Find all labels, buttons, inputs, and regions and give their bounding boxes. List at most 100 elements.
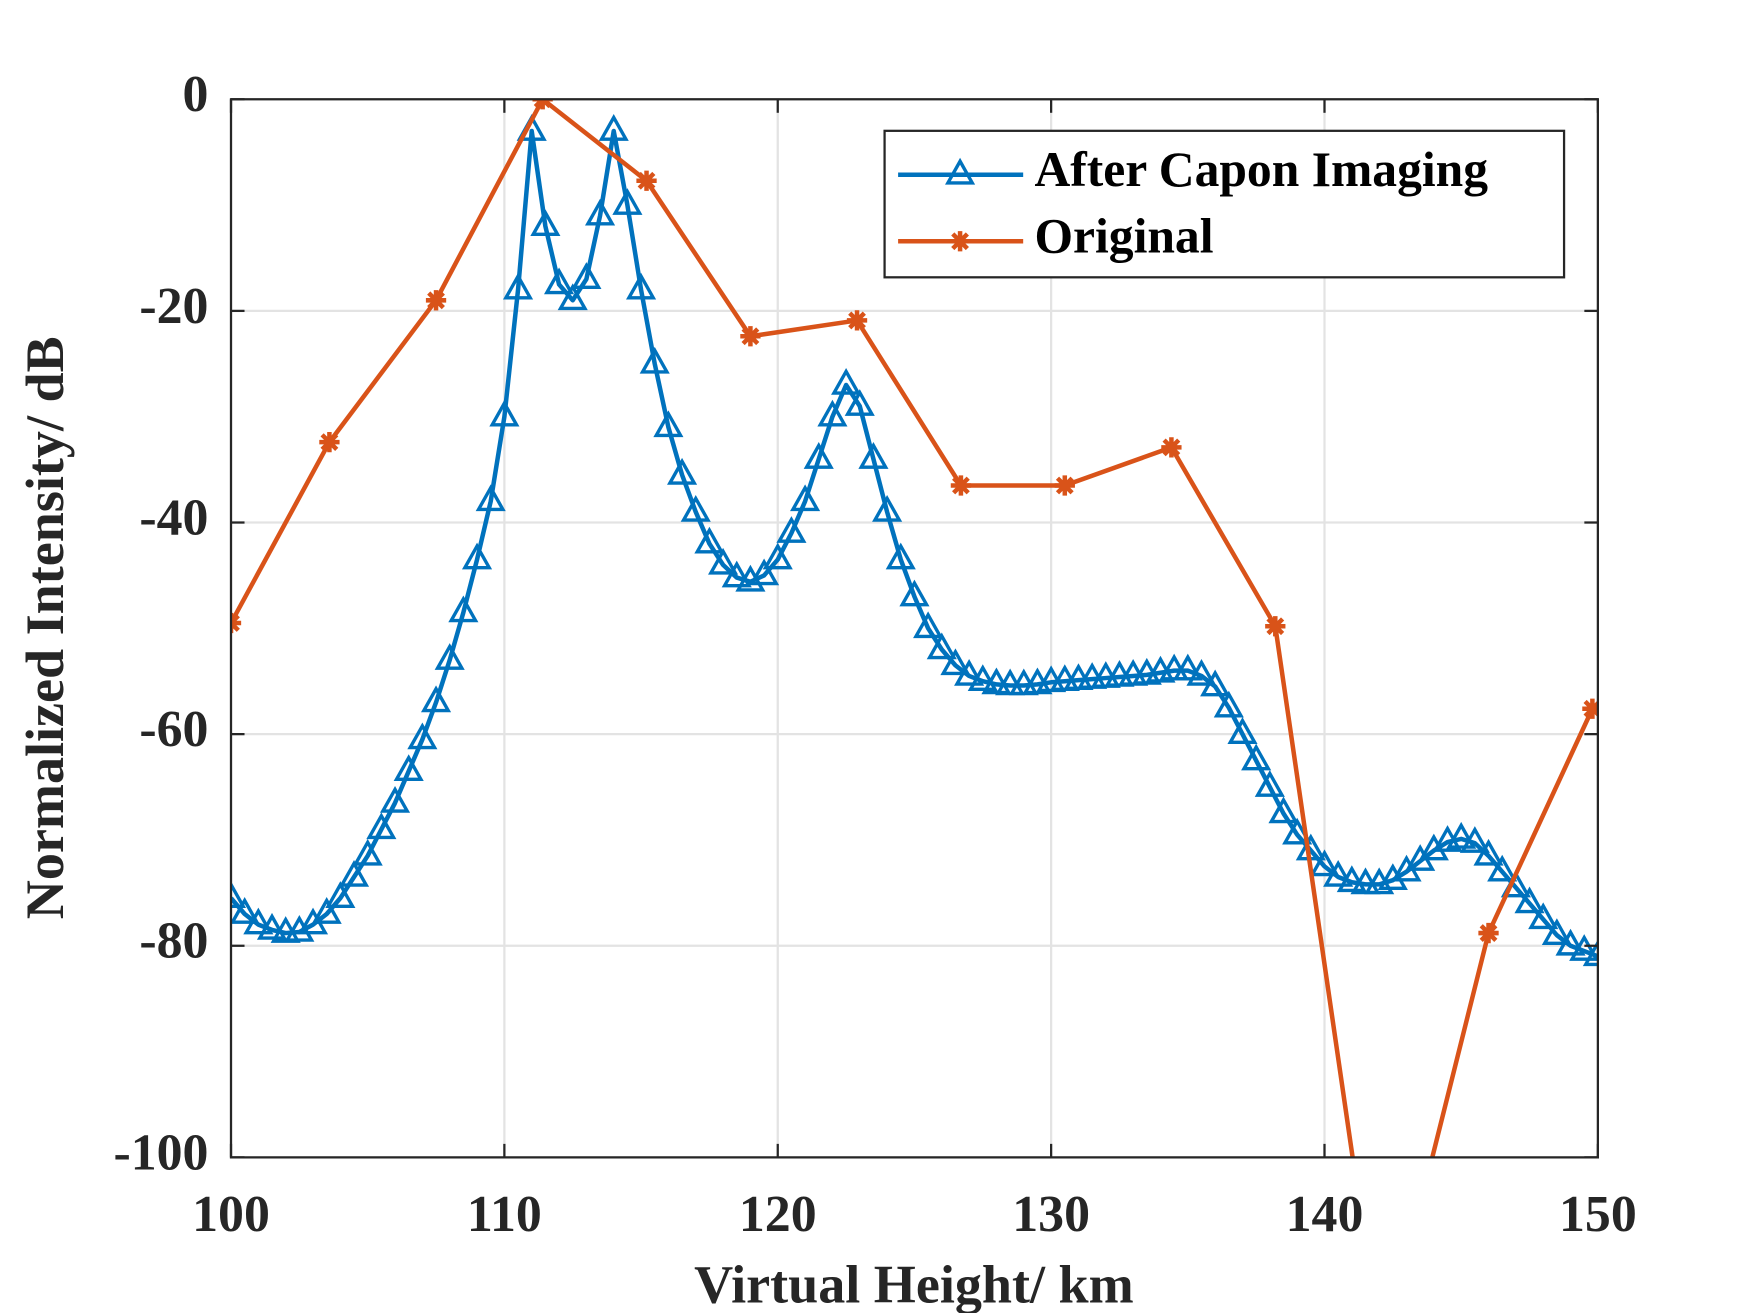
triangle-marker bbox=[1487, 854, 1518, 882]
triangle-marker bbox=[1268, 796, 1299, 824]
triangle-marker bbox=[721, 560, 752, 588]
triangle-marker bbox=[1514, 886, 1545, 914]
triangle-marker bbox=[1528, 902, 1559, 930]
x-tick-label: 110 bbox=[467, 1186, 542, 1243]
x-axis-label: Virtual Height/ km bbox=[694, 1255, 1134, 1313]
asterisk-marker bbox=[425, 290, 447, 311]
triangle-marker bbox=[1323, 860, 1354, 887]
legend-box bbox=[883, 129, 1566, 279]
x-tick-label: 150 bbox=[1559, 1186, 1637, 1243]
triangle-marker bbox=[571, 262, 602, 289]
triangle-marker bbox=[667, 457, 698, 485]
triangle-marker bbox=[231, 897, 260, 924]
triangle-marker bbox=[1473, 838, 1504, 866]
triangle-marker bbox=[1446, 821, 1477, 849]
triangle-marker bbox=[1541, 918, 1572, 945]
legend-label: Original bbox=[1034, 209, 1213, 264]
triangle-marker bbox=[653, 410, 684, 438]
triangle-marker bbox=[954, 658, 985, 686]
triangle-marker bbox=[584, 198, 616, 226]
triangle-marker bbox=[338, 860, 370, 887]
triangle-marker bbox=[543, 267, 575, 295]
triangle-marker bbox=[1459, 826, 1490, 853]
asterisk-marker bbox=[950, 475, 972, 496]
triangle-marker bbox=[776, 516, 807, 543]
asterisk-marker bbox=[1161, 437, 1182, 458]
triangle-marker bbox=[858, 442, 889, 469]
triangle-marker bbox=[420, 685, 452, 713]
triangle-marker bbox=[639, 346, 670, 374]
triangle-marker bbox=[899, 579, 930, 607]
triangle-marker bbox=[434, 643, 465, 670]
triangle-marker bbox=[1569, 934, 1598, 961]
triangle-marker bbox=[945, 157, 976, 185]
asterisk-marker bbox=[319, 431, 340, 453]
y-tick-label: -40 bbox=[139, 489, 208, 546]
triangle-marker bbox=[475, 484, 506, 512]
triangle-marker bbox=[1172, 653, 1203, 681]
y-tick-label: -60 bbox=[139, 701, 208, 758]
triangle-marker bbox=[1241, 743, 1272, 771]
triangle-marker bbox=[885, 542, 916, 570]
triangle-marker bbox=[844, 389, 875, 416]
triangle-marker bbox=[352, 838, 383, 866]
triangle-marker bbox=[461, 542, 493, 570]
y-axis-label: Normalized Intensity/ dB bbox=[15, 336, 75, 919]
triangle-marker bbox=[790, 484, 821, 512]
triangle-marker bbox=[231, 881, 247, 908]
series-line bbox=[231, 99, 1595, 1158]
legend: After Capon Imaging Original bbox=[883, 129, 1566, 279]
triangle-marker bbox=[831, 367, 862, 395]
triangle-marker bbox=[967, 664, 998, 692]
triangle-marker bbox=[502, 272, 534, 300]
triangle-marker bbox=[872, 494, 903, 522]
x-tick-label: 120 bbox=[739, 1186, 817, 1243]
triangle-marker bbox=[803, 442, 834, 469]
triangle-marker bbox=[1254, 770, 1285, 797]
triangle-marker bbox=[325, 881, 356, 908]
y-tick-label: -80 bbox=[139, 913, 208, 970]
asterisk-marker bbox=[1478, 922, 1499, 944]
triangle-marker bbox=[489, 399, 520, 427]
triangle-marker bbox=[1418, 833, 1449, 861]
y-tick-label: -20 bbox=[139, 278, 208, 335]
triangle-marker bbox=[557, 283, 588, 311]
triangle-marker bbox=[598, 114, 629, 141]
triangle-marker bbox=[981, 667, 1012, 695]
asterisk-marker bbox=[1265, 616, 1286, 637]
triangle-marker bbox=[1227, 717, 1258, 744]
triangle-marker bbox=[612, 188, 643, 215]
triangle-marker bbox=[1582, 939, 1598, 967]
grid bbox=[229, 98, 1600, 1159]
triangle-marker bbox=[530, 209, 561, 237]
triangle-marker bbox=[1336, 865, 1367, 893]
legend-label: After Capon Imaging bbox=[1034, 142, 1488, 197]
triangle-marker bbox=[243, 907, 274, 935]
triangle-marker bbox=[393, 754, 424, 781]
triangle-marker bbox=[1186, 658, 1217, 686]
triangle-marker bbox=[940, 648, 971, 676]
asterisk-marker bbox=[949, 231, 971, 252]
triangle-marker bbox=[1200, 669, 1231, 697]
triangle-marker bbox=[694, 526, 725, 554]
triangle-marker bbox=[926, 632, 957, 660]
triangle-marker bbox=[817, 399, 848, 427]
triangle-marker bbox=[1555, 928, 1586, 956]
x-tick-label: 130 bbox=[1012, 1186, 1090, 1243]
triangle-marker bbox=[749, 558, 780, 586]
triangle-marker bbox=[1213, 690, 1244, 718]
triangle-marker bbox=[735, 564, 766, 592]
x-tick-label: 100 bbox=[192, 1186, 270, 1243]
triangle-marker bbox=[284, 915, 315, 942]
triangle-marker bbox=[379, 785, 411, 813]
y-tick-label: 0 bbox=[183, 66, 209, 123]
triangle-marker bbox=[311, 897, 342, 924]
triangle-marker bbox=[913, 611, 944, 639]
triangle-marker bbox=[762, 542, 793, 570]
y-tick-label: -100 bbox=[113, 1124, 208, 1181]
asterisk-marker bbox=[740, 326, 761, 347]
plot-area bbox=[231, 99, 1598, 1158]
triangle-marker bbox=[407, 722, 438, 750]
